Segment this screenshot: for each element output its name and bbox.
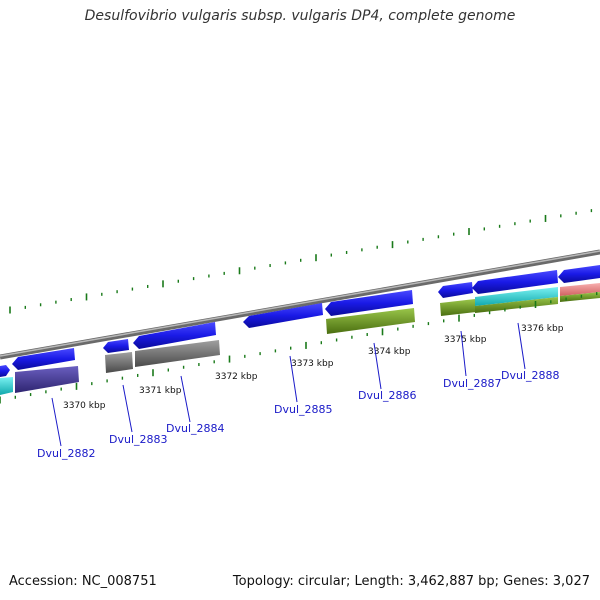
feature-bar-row [0,283,600,395]
gene-label-dvul-2886[interactable]: Dvul_2886 [358,389,417,402]
feature-bar-gray[interactable] [135,340,220,367]
inner-tick-row [0,292,598,404]
gene-arrow[interactable] [325,290,413,316]
feature-bar-green[interactable] [475,297,558,313]
feature-bar-pink[interactable] [560,283,600,296]
gene-leader-lines [51,322,526,447]
outer-tick-row [9,209,593,314]
feature-bar-cyan[interactable] [475,287,558,306]
gene-arrow[interactable] [558,265,600,283]
gene-label-dvul-2883[interactable]: Dvul_2883 [109,433,168,446]
gene-arrow[interactable] [243,303,323,328]
accession-text: Accession: NC_008751 [9,574,157,589]
tick-label: 3374 kbp [368,347,411,357]
gene-label-dvul-2882[interactable]: Dvul_2882 [37,447,96,460]
tick-label: 3373 kbp [291,359,334,369]
gene-label-dvul-2888[interactable]: Dvul_2888 [501,369,560,382]
tick-label: 3370 kbp [63,401,106,411]
gene-label-dvul-2887[interactable]: Dvul_2887 [443,377,502,390]
gene-arrow[interactable] [438,282,473,298]
feature-bar-green[interactable] [440,299,476,316]
feature-bar-green[interactable] [326,308,415,334]
tick-label: 3372 kbp [215,372,258,382]
gene-arrow[interactable] [0,365,10,377]
gene-arrow-row [0,265,600,377]
genome-backbone [0,249,600,360]
tick-label: 3371 kbp [139,386,182,396]
tick-label: 3375 kbp [444,335,487,345]
gene-arrow[interactable] [103,339,129,353]
feature-bar-green[interactable] [560,292,600,302]
feature-bar-cyan[interactable] [0,377,13,395]
feature-bar-gray[interactable] [105,352,133,373]
gene-labels: Dvul_2882 Dvul_2883 Dvul_2884 Dvul_2885 … [37,369,560,460]
scale-labels: 3370 kbp 3371 kbp 3372 kbp 3373 kbp 3374… [63,324,564,411]
map-title: Desulfovibrio vulgaris subsp. vulgaris D… [84,8,516,24]
gene-arrow[interactable] [472,270,558,294]
genome-summary-text: Topology: circular; Length: 3,462,887 bp… [232,574,590,589]
feature-bar-navy[interactable] [15,366,79,393]
tick-label: 3376 kbp [521,324,564,334]
gene-label-dvul-2885[interactable]: Dvul_2885 [274,403,333,416]
gene-label-dvul-2884[interactable]: Dvul_2884 [166,422,225,435]
gene-arrow[interactable] [133,322,216,349]
gene-arrow[interactable] [12,348,75,370]
